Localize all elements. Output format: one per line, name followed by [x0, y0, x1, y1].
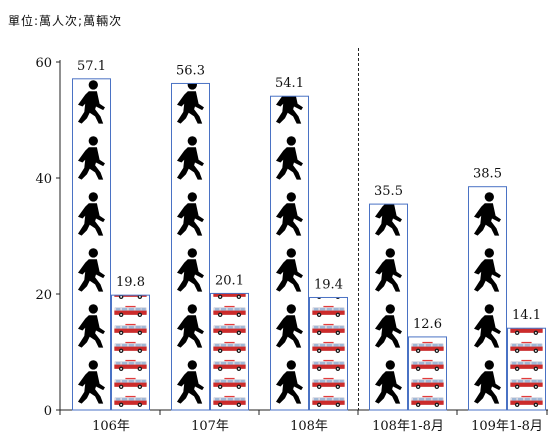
person-bar-icons: [474, 192, 501, 404]
person-bar: [171, 82, 210, 411]
y-tick-label: 60: [35, 56, 52, 71]
truck-bar-icons: [312, 297, 345, 408]
data-label: 57.1: [77, 59, 106, 74]
fire-truck-icon: [213, 323, 246, 336]
walking-person-icon: [78, 80, 105, 124]
walking-person-icon: [276, 360, 303, 404]
data-label: 19.8: [116, 275, 145, 290]
person-bar-icons: [276, 96, 303, 404]
data-label: 54.1: [275, 76, 304, 91]
fire-truck-icon: [510, 359, 543, 372]
truck-bar-icons: [213, 293, 246, 408]
person-bar: [468, 186, 507, 411]
fire-truck-icon: [510, 395, 543, 408]
fire-truck-icon: [114, 323, 147, 336]
y-tick-label: 20: [35, 288, 52, 303]
fire-truck-icon: [312, 341, 345, 354]
truck-bar: [408, 336, 447, 411]
person-bar-icons: [375, 204, 402, 404]
truck-bar-icons: [114, 295, 147, 408]
walking-person-icon: [375, 360, 402, 404]
walking-person-icon: [474, 360, 501, 404]
walking-person-icon: [177, 248, 204, 292]
fire-truck-icon: [411, 377, 444, 390]
category-label: 108年1-8月: [372, 419, 444, 434]
walking-person-icon: [276, 248, 303, 292]
person-bar-icons: [177, 83, 204, 404]
walking-person-icon: [375, 304, 402, 348]
walking-person-icon: [276, 136, 303, 180]
walking-person-icon: [177, 360, 204, 404]
fire-truck-icon: [411, 341, 444, 354]
fire-truck-icon: [312, 377, 345, 390]
truck-bar-icons: [411, 341, 444, 408]
walking-person-icon: [78, 136, 105, 180]
walking-person-icon: [78, 304, 105, 348]
truck-bar-icons: [510, 328, 543, 408]
category-label: 107年: [191, 419, 229, 434]
walking-person-icon: [276, 192, 303, 236]
fire-truck-icon: [510, 328, 543, 336]
truck-bar: [507, 327, 546, 411]
person-bar-icons: [78, 80, 105, 404]
walking-person-icon: [177, 83, 204, 124]
fire-truck-icon: [213, 341, 246, 354]
y-tick-label: 40: [35, 172, 52, 187]
walking-person-icon: [474, 192, 501, 236]
fire-truck-icon: [312, 323, 345, 336]
data-label: 20.1: [215, 273, 244, 288]
category-label: 108年: [290, 419, 328, 434]
fire-truck-icon: [312, 305, 345, 318]
walking-person-icon: [78, 248, 105, 292]
fire-truck-icon: [114, 341, 147, 354]
fire-truck-icon: [114, 395, 147, 408]
walking-person-icon: [276, 304, 303, 348]
person-bar: [72, 78, 111, 411]
walking-person-icon: [177, 304, 204, 348]
walking-person-icon: [177, 136, 204, 180]
y-tick-label: 0: [44, 404, 52, 419]
data-label: 19.4: [314, 277, 343, 292]
truck-bar: [210, 292, 249, 411]
walking-person-icon: [78, 360, 105, 404]
data-label: 14.1: [512, 308, 541, 323]
data-label: 38.5: [473, 167, 502, 182]
fire-truck-icon: [411, 395, 444, 408]
walking-person-icon: [474, 248, 501, 292]
data-label: 56.3: [176, 63, 205, 78]
walking-person-icon: [78, 192, 105, 236]
fire-truck-icon: [411, 359, 444, 372]
walking-person-icon: [375, 248, 402, 292]
fire-truck-icon: [213, 305, 246, 318]
person-bar: [369, 203, 408, 411]
fire-truck-icon: [213, 395, 246, 408]
person-bar: [270, 95, 309, 411]
data-label: 12.6: [413, 317, 442, 332]
fire-truck-icon: [213, 377, 246, 390]
category-label: 106年: [92, 419, 130, 434]
fire-truck-icon: [312, 359, 345, 372]
fire-truck-icon: [114, 377, 147, 390]
fire-truck-icon: [510, 377, 543, 390]
truck-bar: [309, 296, 348, 411]
fire-truck-icon: [114, 359, 147, 372]
walking-person-icon: [177, 192, 204, 236]
fire-truck-icon: [312, 395, 345, 408]
unit-label: 單位:萬人次;萬輛次: [8, 14, 123, 28]
walking-person-icon: [474, 304, 501, 348]
fire-truck-icon: [510, 341, 543, 354]
fire-truck-icon: [213, 359, 246, 372]
truck-bar: [111, 294, 150, 411]
category-label: 109年1-8月: [471, 419, 543, 434]
fire-truck-icon: [114, 305, 147, 318]
data-label: 35.5: [374, 184, 403, 199]
